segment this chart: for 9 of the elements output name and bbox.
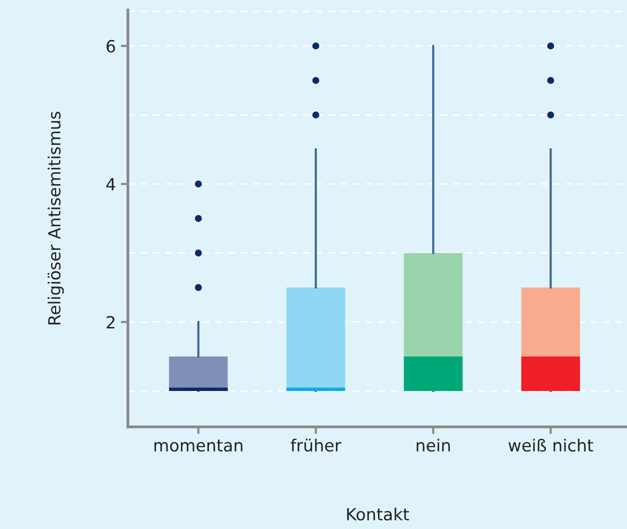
y-axis-title: Religiöser Antisemitismus bbox=[48, 112, 64, 324]
x-axis-title: Kontakt bbox=[347, 508, 409, 521]
x-tick-label: momentan bbox=[154, 440, 242, 452]
y-tick-label: 6 bbox=[106, 40, 116, 53]
y-tick-label: 2 bbox=[106, 316, 114, 328]
x-tick-label: früher bbox=[290, 438, 342, 452]
x-tick-label: weiß nicht bbox=[508, 438, 594, 452]
x-tick-label: nein bbox=[416, 438, 450, 452]
y-tick-label: 4 bbox=[106, 178, 116, 190]
